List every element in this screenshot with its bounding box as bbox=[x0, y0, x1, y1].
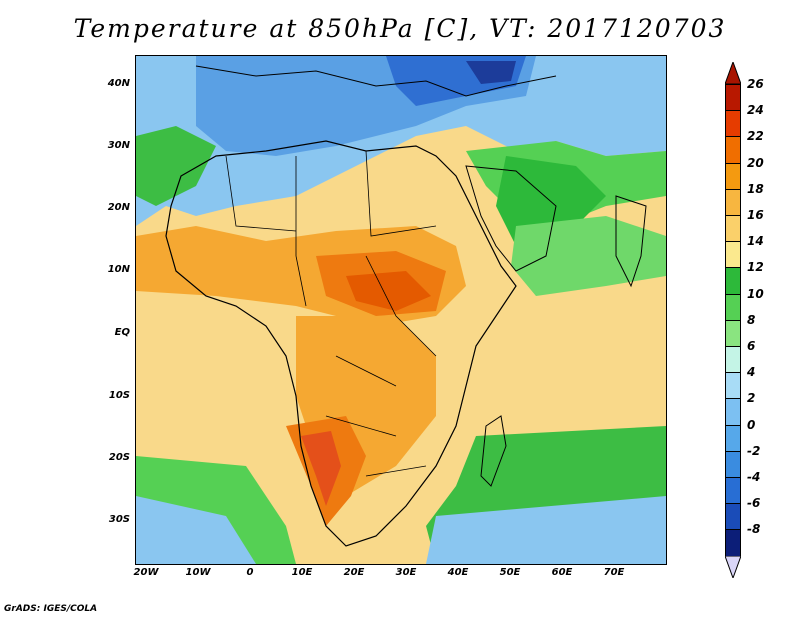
temperature-field bbox=[136, 56, 666, 564]
colorbar-segment bbox=[725, 529, 741, 557]
colorbar-label: -6 bbox=[747, 496, 761, 511]
colorbar-segment bbox=[725, 503, 741, 531]
colorbar-segment bbox=[725, 477, 741, 505]
colorbar-label: 10 bbox=[747, 286, 764, 301]
lon-label: 70E bbox=[603, 567, 625, 578]
colorbar-label: 8 bbox=[747, 312, 756, 327]
lat-label: 10S bbox=[108, 390, 130, 401]
lon-label: 20W bbox=[133, 567, 159, 578]
colorbar-label: 18 bbox=[747, 181, 764, 196]
colorbar-label: -8 bbox=[747, 522, 761, 537]
lat-label: 10N bbox=[107, 264, 130, 275]
colorbar-label: 22 bbox=[747, 129, 764, 144]
colorbar-label: 6 bbox=[747, 339, 756, 353]
colorbar-label: 26 bbox=[747, 77, 764, 91]
colorbar-segment bbox=[725, 398, 741, 426]
lon-label: 50E bbox=[499, 567, 521, 578]
lon-label: 30E bbox=[395, 567, 417, 578]
lat-label: EQ bbox=[114, 327, 130, 338]
colorbar-label: 16 bbox=[747, 208, 764, 222]
colorbar-segment bbox=[725, 267, 741, 295]
lon-label: 20E bbox=[343, 567, 365, 578]
colorbar-label: 24 bbox=[747, 103, 764, 118]
colorbar-segment bbox=[725, 372, 741, 400]
colorbar-label: 20 bbox=[747, 155, 764, 170]
temperature-map bbox=[135, 55, 667, 565]
colorbar-segment bbox=[725, 319, 741, 347]
lat-label: 20S bbox=[108, 452, 130, 463]
lon-label: 10E bbox=[291, 567, 313, 578]
colorbar-label: -4 bbox=[747, 470, 761, 484]
colorbar-segment bbox=[725, 136, 741, 164]
colorbar-segment bbox=[725, 162, 741, 190]
colorbar-label: 12 bbox=[747, 260, 764, 275]
colorbar-segment bbox=[725, 215, 741, 243]
lon-label: 60E bbox=[551, 567, 573, 578]
colorbar-segment bbox=[725, 188, 741, 216]
lat-label: 30N bbox=[107, 140, 130, 151]
colorbar-label: 2 bbox=[747, 391, 756, 406]
colorbar-segment bbox=[725, 241, 741, 269]
colorbar-segment bbox=[725, 424, 741, 452]
colorbar-top-arrow bbox=[725, 62, 741, 84]
lon-label: 10W bbox=[185, 567, 211, 578]
colorbar-segment bbox=[725, 450, 741, 478]
colorbar-segment bbox=[725, 293, 741, 321]
lat-label: 20N bbox=[107, 202, 130, 213]
map-title: Temperature at 850hPa [C], VT: 201712070… bbox=[73, 14, 727, 43]
colorbar-label: 4 bbox=[747, 365, 756, 380]
colorbar-segment bbox=[725, 110, 741, 138]
lon-label: 0 bbox=[246, 567, 254, 578]
colorbar-segment bbox=[725, 84, 741, 112]
colorbar-label: 0 bbox=[747, 417, 756, 432]
credit-text: GrADS: IGES/COLA bbox=[4, 604, 98, 614]
lat-label: 30S bbox=[108, 514, 130, 525]
colorbar-bottom-arrow bbox=[725, 555, 741, 578]
colorbar-label: -2 bbox=[747, 443, 761, 458]
colorbar-label: 14 bbox=[747, 234, 764, 249]
colorbar-segment bbox=[725, 346, 741, 374]
lat-label: 40N bbox=[107, 78, 130, 89]
lon-label: 40E bbox=[447, 567, 469, 578]
